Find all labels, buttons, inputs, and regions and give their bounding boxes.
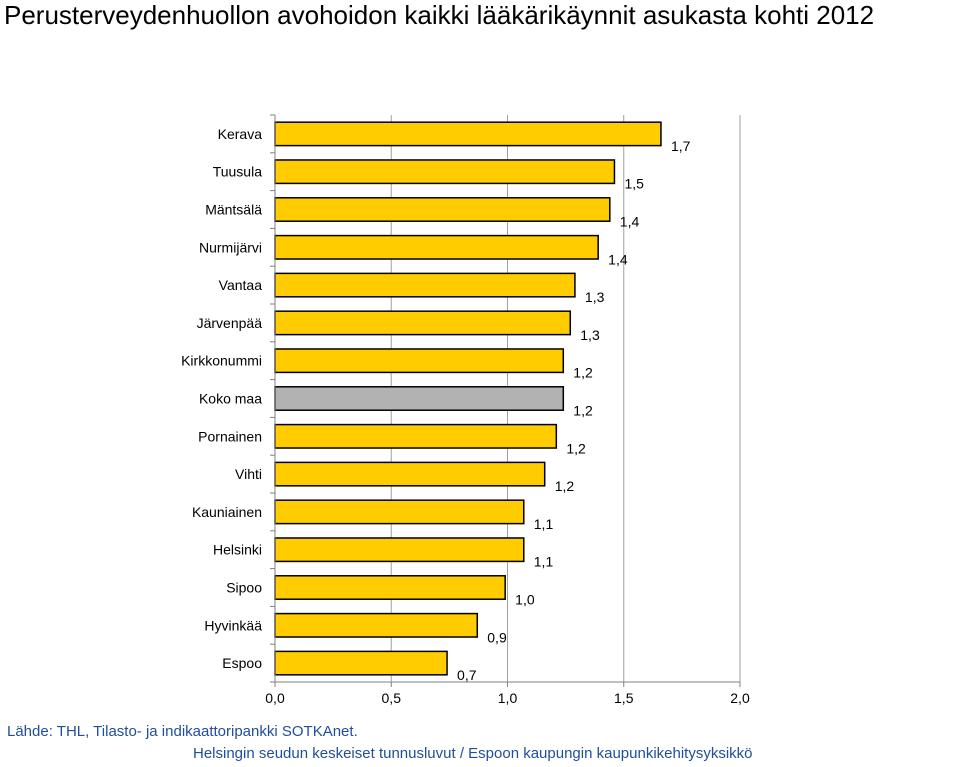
data-label: 1,2	[573, 403, 593, 419]
category-label: Kauniainen	[192, 504, 262, 520]
category-label: Helsinki	[213, 542, 262, 558]
category-label: Sipoo	[226, 580, 262, 596]
data-label: 1,0	[515, 592, 535, 608]
data-label: 1,3	[580, 327, 600, 343]
category-label: Tuusula	[213, 164, 263, 180]
chart-title: Perusterveydenhuollon avohoidon kaikki l…	[4, 0, 875, 30]
bar	[274, 121, 662, 147]
bar-chart: Kerava 1,7 Tuusula 1,5 Mäntsälä 1,4 Nurmijärvi…	[181, 114, 750, 706]
bar	[274, 348, 565, 374]
bar	[274, 272, 576, 298]
data-label: 0,9	[487, 629, 507, 645]
category-label: Mäntsälä	[205, 202, 262, 218]
category-label: Järvenpää	[197, 315, 263, 331]
category-label: Nurmijärvi	[199, 239, 262, 255]
category-label: Kirkkonummi	[181, 353, 262, 369]
data-label: 1,2	[573, 365, 593, 381]
x-tick-label: 0,5	[382, 690, 402, 706]
data-label: 1,7	[671, 138, 691, 154]
data-label: 1,1	[534, 516, 554, 532]
x-tick-label: 1,0	[498, 690, 518, 706]
bar	[274, 234, 599, 260]
bar	[274, 386, 565, 411]
category-label: Vihti	[235, 466, 262, 482]
data-label: 1,2	[555, 478, 575, 494]
x-tick-label: 0,0	[265, 690, 285, 706]
data-label: 1,1	[534, 554, 554, 570]
bar	[274, 612, 479, 638]
category-label: Kerava	[218, 126, 263, 142]
axes	[270, 114, 741, 687]
bars	[274, 121, 662, 676]
data-label: 0,7	[457, 667, 477, 683]
bar	[274, 575, 506, 600]
x-tick-label: 1,5	[614, 690, 634, 706]
bar	[274, 461, 546, 487]
data-label: 1,3	[585, 289, 605, 305]
category-label: Hyvinkää	[204, 617, 262, 633]
footer-credit: Helsingin seudun keskeiset tunnusluvut /…	[193, 745, 753, 762]
source-note: Lähde: THL, Tilasto- ja indikaattoripank…	[7, 723, 358, 740]
bar	[274, 197, 611, 222]
data-label: 1,5	[624, 176, 644, 192]
x-tick-label: 2,0	[730, 690, 750, 706]
category-label: Espoo	[222, 655, 262, 671]
data-label: 1,4	[620, 214, 640, 230]
bar	[274, 310, 572, 336]
bar	[274, 537, 525, 563]
bar	[274, 650, 448, 676]
bar	[274, 423, 558, 449]
bar	[274, 499, 525, 525]
category-label: Koko maa	[199, 391, 262, 407]
category-label: Vantaa	[219, 277, 263, 293]
data-label: 1,4	[608, 251, 628, 267]
labels: Kerava 1,7 Tuusula 1,5 Mäntsälä 1,4 Nurmijärvi…	[181, 126, 750, 706]
data-label: 1,2	[566, 440, 586, 456]
category-label: Pornainen	[198, 428, 262, 444]
bar	[274, 159, 616, 185]
